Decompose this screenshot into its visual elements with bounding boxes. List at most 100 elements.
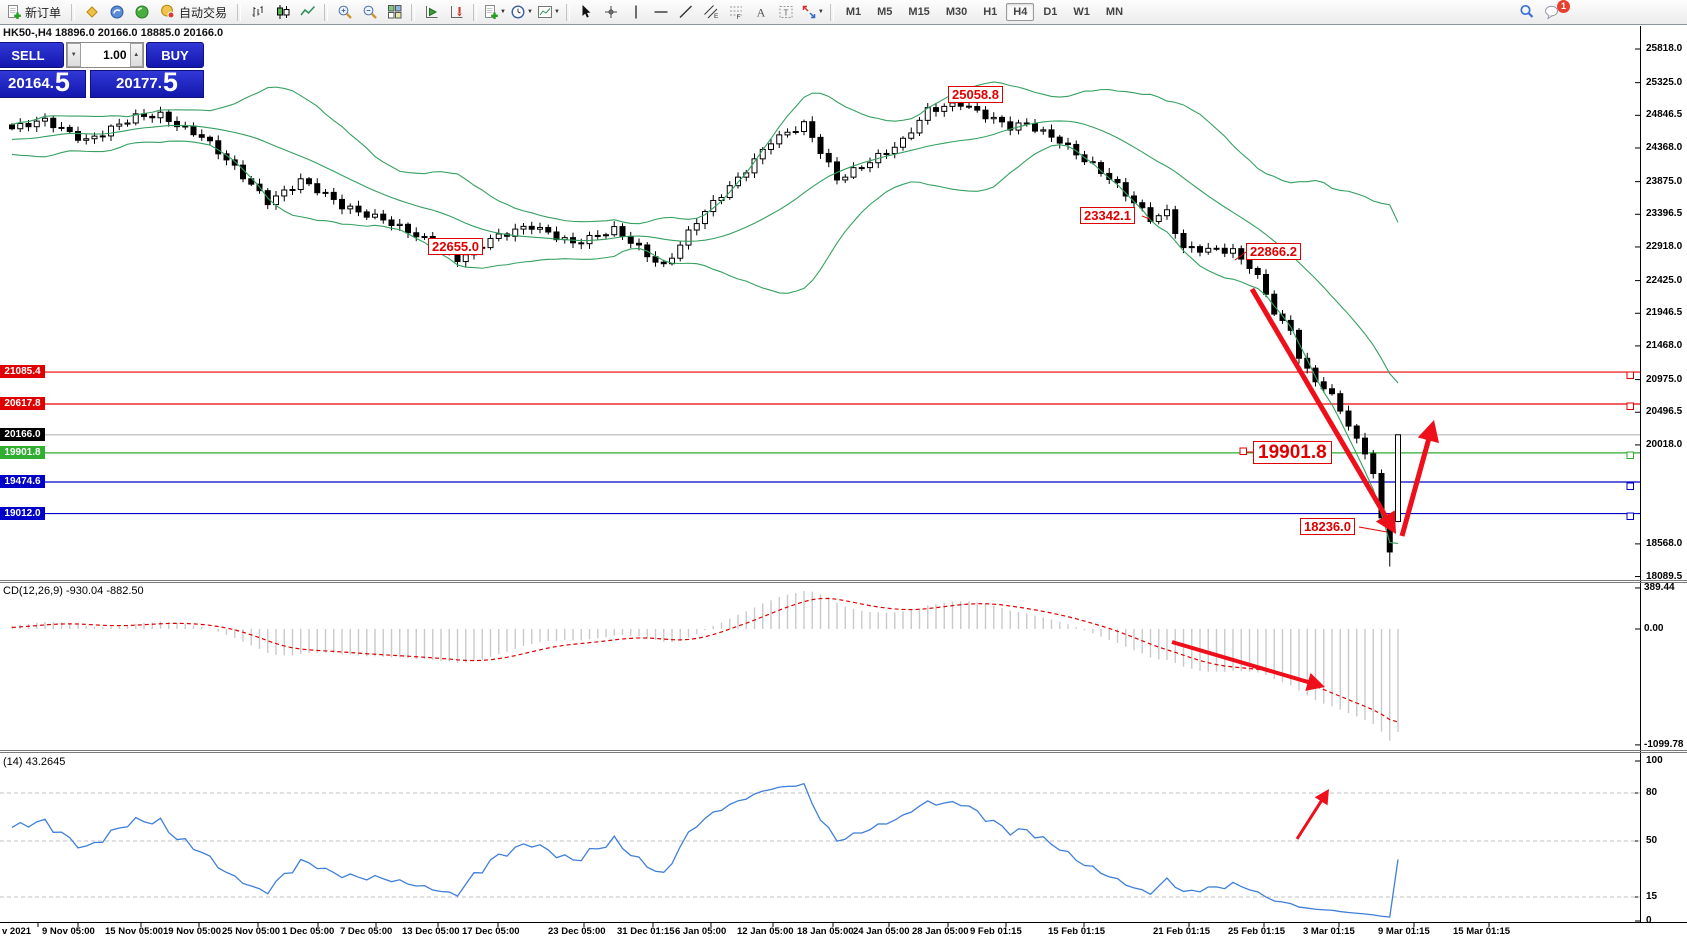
svg-text:E: E bbox=[714, 13, 719, 20]
horizontal-line-tool[interactable] bbox=[650, 2, 673, 23]
volume-increase-button[interactable]: ▲ bbox=[129, 43, 143, 67]
templates-button[interactable]: ▼ bbox=[536, 2, 561, 23]
line-handle[interactable] bbox=[1239, 447, 1247, 455]
price-annotation-22866.2[interactable]: 22866.2 bbox=[1246, 243, 1301, 260]
arrows-icon bbox=[801, 4, 817, 20]
timeframe-m30[interactable]: M30 bbox=[945, 6, 968, 18]
toolbar-separator bbox=[324, 3, 329, 21]
timeframe-d1[interactable]: D1 bbox=[1043, 6, 1058, 18]
price-annotation-18236.0[interactable]: 18236.0 bbox=[1300, 518, 1355, 535]
new-order-label: 新订单 bbox=[25, 5, 62, 20]
timeframe-w1[interactable]: W1 bbox=[1073, 6, 1090, 18]
macd-label: CD(12,26,9) -930.04 -882.50 bbox=[3, 585, 144, 597]
template-chart-icon bbox=[537, 4, 553, 20]
timeframe-h1[interactable]: H1 bbox=[983, 6, 998, 18]
indicators-button[interactable]: ▼ bbox=[482, 2, 507, 23]
crosshair-icon bbox=[603, 4, 619, 20]
timeframe-m1[interactable]: M1 bbox=[845, 6, 862, 18]
trend-arrow[interactable] bbox=[1399, 437, 1432, 537]
symbol-ohlc-line: HK50-,H4 18896.0 20166.0 18885.0 20166.0 bbox=[3, 27, 224, 39]
zoom-out-button[interactable] bbox=[358, 2, 381, 23]
chevron-down-icon: ▼ bbox=[500, 9, 506, 15]
price-annotation-25058.8[interactable]: 25058.8 bbox=[948, 86, 1003, 103]
vertical-line-tool[interactable] bbox=[625, 2, 648, 23]
buy-price[interactable]: 20177. 5 bbox=[90, 67, 204, 98]
bar-chart-icon bbox=[250, 4, 266, 20]
news-button[interactable] bbox=[130, 2, 153, 23]
trend-arrow[interactable] bbox=[1171, 640, 1311, 685]
zoom-in-button[interactable] bbox=[333, 2, 356, 23]
toolbar-separator bbox=[237, 3, 242, 21]
new-order-icon bbox=[6, 4, 22, 20]
gold-diamond-icon bbox=[84, 4, 100, 20]
text-tool[interactable]: A bbox=[750, 2, 773, 23]
line-handle[interactable] bbox=[1626, 371, 1634, 379]
text-label-tool[interactable]: T bbox=[775, 2, 798, 23]
toolbar: 新订单 自动交易 ▼ ▼ ▼ E F A T ▼ M1 M5 M15 M30 H1 H4 D… bbox=[0, 0, 1687, 25]
crosshair-tool[interactable] bbox=[600, 2, 623, 23]
line-handle[interactable] bbox=[1626, 451, 1634, 459]
trend-arrow[interactable] bbox=[1295, 798, 1324, 840]
toolbar-separator bbox=[565, 3, 570, 21]
chevron-down-icon: ▼ bbox=[526, 9, 533, 15]
line-handle[interactable] bbox=[1626, 402, 1634, 410]
blue-globe-icon bbox=[109, 4, 125, 20]
chevron-down-icon: ▼ bbox=[553, 9, 560, 15]
channel-tool[interactable]: E bbox=[700, 2, 723, 23]
trendline-icon bbox=[678, 4, 694, 20]
candles bbox=[9, 97, 1401, 567]
arrows-tool[interactable]: ▼ bbox=[800, 2, 825, 23]
gold-diamond-button[interactable] bbox=[80, 2, 103, 23]
bollinger-bands bbox=[11, 81, 1399, 545]
search-button[interactable] bbox=[1515, 1, 1538, 22]
timeframe-m5[interactable]: M5 bbox=[877, 6, 893, 18]
volume-input[interactable] bbox=[80, 43, 130, 67]
toolbar-separator bbox=[71, 3, 76, 21]
candlestick-chart-icon bbox=[275, 4, 291, 20]
trend-arrow[interactable] bbox=[1249, 287, 1389, 519]
fibonacci-tool[interactable]: F bbox=[725, 2, 748, 23]
sell-price-big-digit: 5 bbox=[54, 67, 70, 97]
buy-price-big-digit: 5 bbox=[162, 67, 178, 97]
sell-button[interactable]: SELL bbox=[0, 42, 64, 68]
line-handle[interactable] bbox=[1626, 512, 1634, 520]
timeframe-mn[interactable]: MN bbox=[1105, 6, 1124, 18]
svg-text:A: A bbox=[757, 6, 766, 20]
autotrading-button[interactable]: 自动交易 bbox=[155, 2, 232, 23]
volume-decrease-button[interactable]: ▼ bbox=[67, 43, 81, 67]
chevron-down-icon: ▼ bbox=[817, 9, 824, 15]
timeframe-h4[interactable]: H4 bbox=[1006, 3, 1035, 21]
market-watch-button[interactable] bbox=[105, 2, 128, 23]
clock-icon bbox=[510, 4, 526, 20]
chart-shift-icon bbox=[449, 4, 465, 20]
candle-chart-button[interactable] bbox=[271, 2, 294, 23]
timeframe-m15[interactable]: M15 bbox=[908, 6, 930, 18]
bar-chart-button[interactable] bbox=[246, 2, 269, 23]
line-handle[interactable] bbox=[1626, 482, 1634, 490]
timeframe-bar: M1 M5 M15 M30 H1 H4 D1 W1 MN bbox=[838, 3, 1131, 21]
toolbar-separator bbox=[473, 3, 478, 21]
notifications-button[interactable]: 1 bbox=[1540, 0, 1570, 22]
trendline-tool[interactable] bbox=[675, 2, 698, 23]
toolbar-separator bbox=[829, 3, 834, 21]
tile-windows-button[interactable] bbox=[383, 2, 406, 23]
sell-price[interactable]: 20164. 5 bbox=[0, 67, 86, 98]
chart-shift-button[interactable] bbox=[445, 2, 468, 23]
price-annotation-19901.8[interactable]: 19901.8 bbox=[1253, 441, 1332, 464]
chart-frame bbox=[0, 26, 1687, 927]
cursor-tool[interactable] bbox=[575, 2, 598, 23]
price-annotation-22655.0[interactable]: 22655.0 bbox=[428, 238, 483, 255]
volume-box: ▼ ▲ bbox=[66, 42, 144, 68]
fibonacci-icon: F bbox=[728, 4, 744, 20]
buy-button[interactable]: BUY bbox=[146, 42, 204, 68]
line-chart-button[interactable] bbox=[296, 2, 319, 23]
periods-button[interactable]: ▼ bbox=[509, 2, 534, 23]
auto-scroll-icon bbox=[424, 4, 440, 20]
text-icon: A bbox=[753, 4, 769, 20]
new-order-button[interactable]: 新订单 bbox=[1, 2, 66, 23]
chat-bubble-icon bbox=[1544, 4, 1560, 20]
price-annotation-23342.1[interactable]: 23342.1 bbox=[1080, 207, 1135, 224]
auto-scroll-button[interactable] bbox=[420, 2, 443, 23]
trend-arrow-head bbox=[1375, 510, 1396, 534]
